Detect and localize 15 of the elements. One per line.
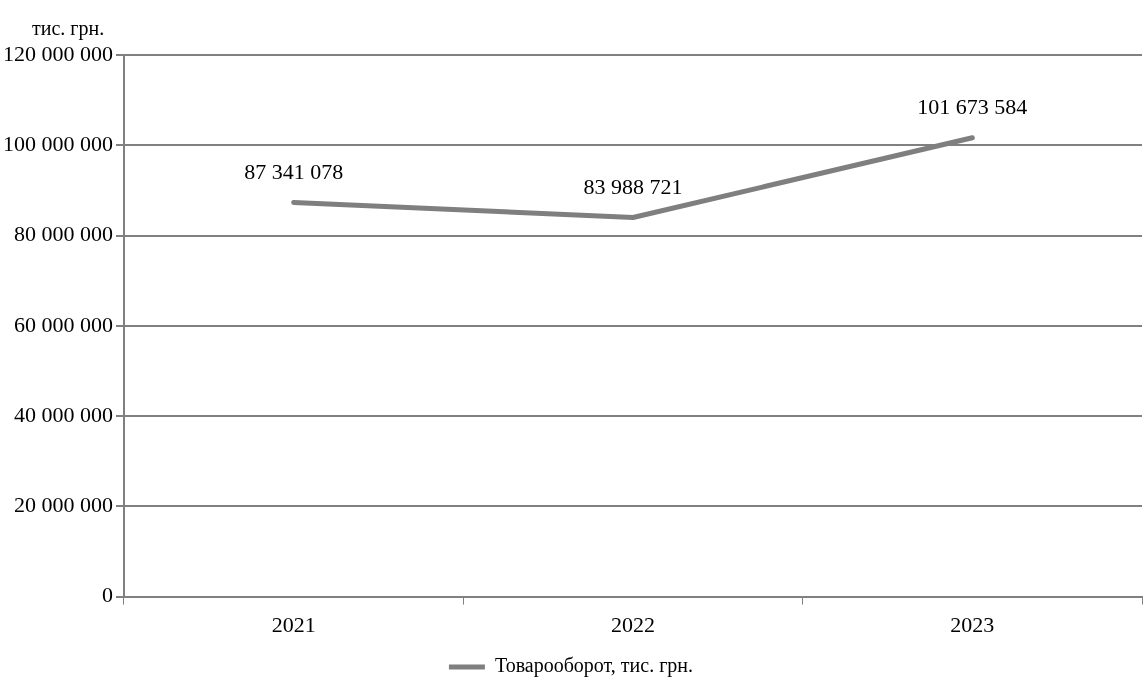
y-tick-label: 80 000 000 [14, 221, 113, 247]
y-tick-label: 0 [102, 582, 113, 608]
y-tick-label: 20 000 000 [14, 492, 113, 518]
x-tick-label: 2023 [950, 611, 995, 637]
text: 87 341 078 [244, 159, 344, 185]
legend-label: Товарооборот, тис. грн. [494, 654, 694, 678]
y-tick-label: 40 000 000 [14, 401, 113, 427]
text: 83 988 721 [583, 174, 683, 200]
y-tick-label: 100 000 000 [3, 131, 113, 157]
y-axis-title: тис. грн. [32, 17, 105, 41]
x-tick-label: 2022 [611, 611, 655, 637]
text: 101 673 584 [917, 94, 1028, 120]
y-tick-label: 60 000 000 [14, 311, 113, 337]
y-tick-label: 120 000 000 [3, 40, 113, 66]
x-tick-label: 2021 [271, 611, 316, 637]
